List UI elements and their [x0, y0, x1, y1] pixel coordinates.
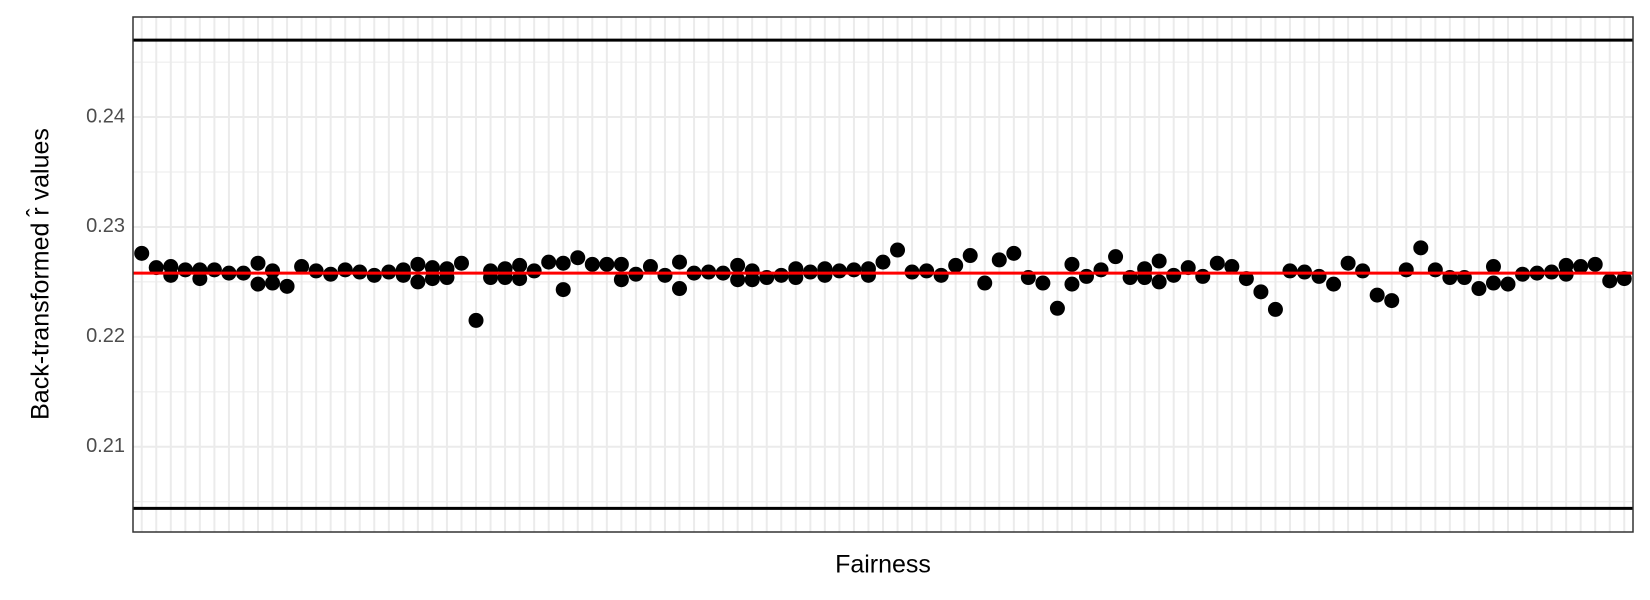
point — [1238, 271, 1254, 287]
point — [1078, 268, 1094, 284]
point — [1326, 276, 1342, 292]
point — [991, 252, 1007, 268]
point — [192, 271, 208, 287]
point — [468, 312, 484, 328]
point — [1485, 259, 1501, 275]
point — [1282, 263, 1298, 279]
point — [1485, 275, 1501, 291]
point — [512, 271, 528, 287]
point — [250, 276, 266, 292]
point — [1166, 267, 1182, 283]
point — [1340, 255, 1356, 271]
point — [613, 272, 629, 288]
point — [177, 262, 193, 278]
point — [642, 259, 658, 275]
point — [1006, 245, 1022, 261]
point — [1195, 268, 1211, 284]
point — [410, 274, 426, 290]
point — [279, 278, 295, 294]
point — [919, 263, 935, 279]
point — [1587, 256, 1603, 272]
point — [206, 262, 222, 278]
panel-border — [132, 16, 1634, 533]
point — [512, 257, 528, 273]
point — [1311, 268, 1327, 284]
point — [424, 271, 440, 287]
point — [163, 267, 179, 283]
point — [744, 272, 760, 288]
point — [424, 260, 440, 276]
point — [730, 257, 746, 273]
point — [817, 267, 833, 283]
point — [1384, 293, 1400, 309]
point — [933, 267, 949, 283]
y-axis-title: Back-transformed r̂ values — [25, 128, 55, 420]
point — [1049, 300, 1065, 316]
point — [1602, 273, 1618, 289]
point — [265, 263, 281, 279]
point — [294, 259, 310, 275]
point — [1064, 256, 1080, 272]
point — [584, 256, 600, 272]
point — [613, 256, 629, 272]
point — [860, 267, 876, 283]
point — [453, 255, 469, 271]
point — [1224, 259, 1240, 275]
point — [570, 250, 586, 266]
point — [875, 254, 891, 270]
point — [1267, 301, 1283, 317]
point — [250, 255, 266, 271]
y-tick-label: 0.24 — [86, 105, 125, 127]
point — [730, 272, 746, 288]
y-tick-label: 0.22 — [86, 325, 125, 347]
point — [1151, 253, 1167, 269]
point — [948, 257, 964, 273]
point — [846, 262, 862, 278]
point — [555, 255, 571, 271]
point — [672, 254, 688, 270]
point — [1573, 259, 1589, 275]
point — [1209, 255, 1225, 271]
point — [1180, 260, 1196, 276]
point — [1093, 262, 1109, 278]
x-axis-title: Fairness — [835, 551, 931, 579]
point — [672, 281, 688, 297]
point — [962, 248, 978, 264]
point — [410, 256, 426, 272]
point — [1500, 276, 1516, 292]
point — [1616, 271, 1632, 287]
point — [1369, 287, 1385, 303]
point — [148, 260, 164, 276]
point — [773, 267, 789, 283]
point — [657, 267, 673, 283]
point — [1413, 240, 1429, 256]
point — [366, 267, 382, 283]
point — [1398, 262, 1414, 278]
point — [337, 262, 353, 278]
point — [599, 256, 615, 272]
y-tick-label: 0.23 — [86, 215, 125, 237]
y-tick-label: 0.21 — [86, 435, 125, 457]
point — [1151, 274, 1167, 290]
point — [134, 245, 150, 261]
point — [526, 263, 542, 279]
point — [541, 254, 557, 270]
point — [1064, 276, 1080, 292]
point — [831, 263, 847, 279]
point — [265, 275, 281, 291]
point — [555, 282, 571, 298]
point — [1355, 263, 1371, 279]
point — [395, 267, 411, 283]
point — [1035, 275, 1051, 291]
point — [1253, 284, 1269, 300]
point — [1427, 262, 1443, 278]
point — [1108, 249, 1124, 265]
point — [308, 263, 324, 279]
point — [890, 242, 906, 258]
point — [1471, 281, 1487, 297]
point — [977, 275, 993, 291]
